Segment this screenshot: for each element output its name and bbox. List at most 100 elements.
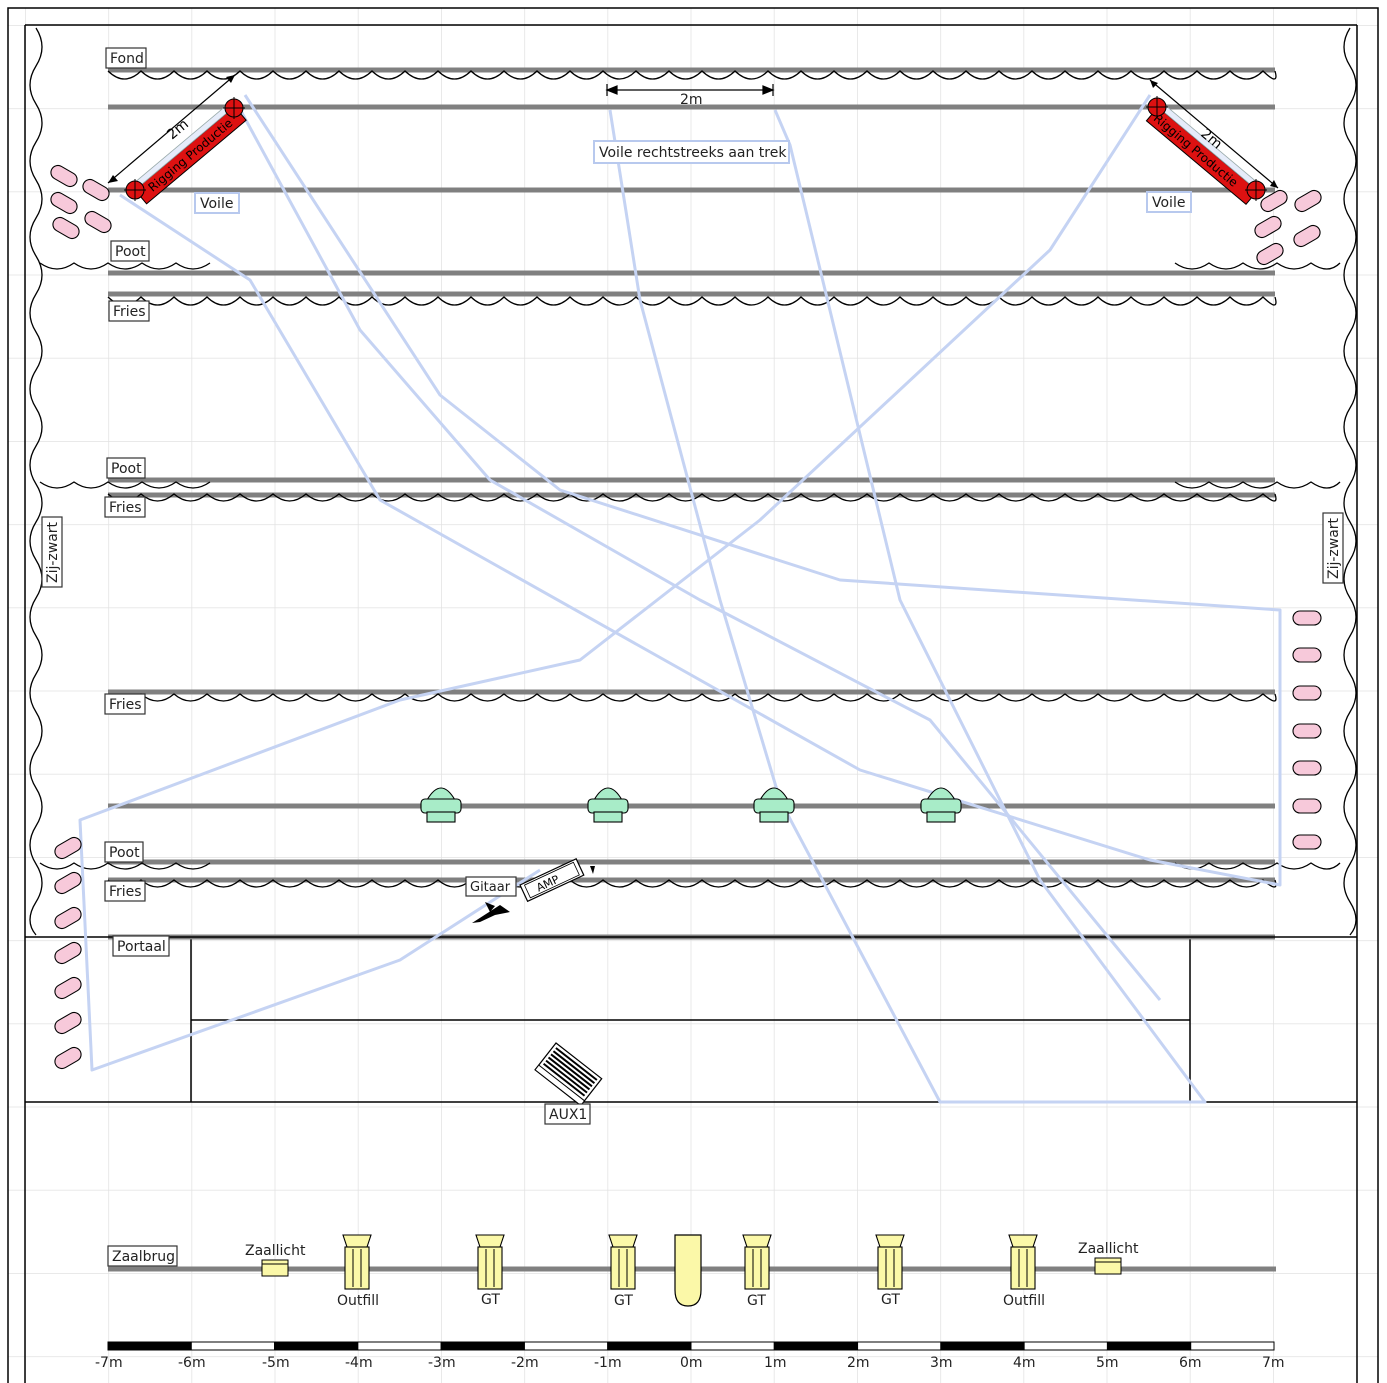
label-gt-2: GT bbox=[614, 1293, 633, 1309]
label-fries-4: Fries bbox=[109, 884, 142, 900]
pink-fixture bbox=[54, 941, 82, 965]
scale-segment bbox=[523, 1341, 609, 1351]
label-gt-3: GT bbox=[747, 1293, 766, 1309]
pink-fixture bbox=[1292, 834, 1322, 850]
scale-tick: 7m bbox=[1262, 1355, 1285, 1371]
scale-segment bbox=[607, 1341, 692, 1351]
yellow-speaker-body bbox=[1010, 1246, 1036, 1290]
zij-zwart-left-label: Zij-zwart bbox=[45, 521, 61, 583]
yellow-speaker-body bbox=[744, 1246, 770, 1290]
voile-right: Voile bbox=[1152, 195, 1185, 211]
label-gitaar: Gitaar bbox=[470, 880, 511, 895]
voile-note: Voile rechtstreeks aan trek bbox=[599, 145, 787, 161]
label-outfill-left: Outfill bbox=[337, 1293, 379, 1309]
side-curtain-left bbox=[29, 27, 43, 936]
curtain-wave bbox=[107, 296, 1277, 306]
voile-note-box bbox=[593, 140, 790, 164]
yellow-speaker-body bbox=[477, 1246, 503, 1290]
scale-tick: 3m bbox=[930, 1355, 953, 1371]
scale-segment bbox=[107, 1341, 192, 1351]
green-fixture bbox=[753, 787, 795, 823]
green-fixture-base bbox=[593, 811, 623, 823]
scale-tick: -6m bbox=[178, 1355, 206, 1371]
scale-segment bbox=[1023, 1341, 1108, 1351]
scale-tick: -2m bbox=[511, 1355, 539, 1371]
pink-fixture bbox=[1292, 685, 1322, 701]
yellow-speaker-top bbox=[1008, 1234, 1038, 1248]
scale-tick: 2m bbox=[847, 1355, 870, 1371]
pink-fixture bbox=[82, 178, 110, 202]
label-zaallicht-left: Zaallicht bbox=[245, 1243, 306, 1259]
dimension-top bbox=[605, 84, 775, 96]
label-poot-3: Poot bbox=[109, 845, 140, 861]
poot-wave bbox=[1174, 481, 1341, 489]
scale-segment bbox=[1190, 1341, 1275, 1351]
label-fond: Fond bbox=[110, 51, 144, 67]
green-fixture-base bbox=[759, 811, 789, 823]
voile-left-box bbox=[194, 192, 240, 214]
scale-tick: 0m bbox=[680, 1355, 703, 1371]
zij-zwart-right: Zij-zwart bbox=[1322, 512, 1344, 584]
dimension-label-top: 2m bbox=[680, 92, 703, 108]
pink-fixture bbox=[54, 1046, 82, 1070]
green-fixture-base bbox=[426, 811, 456, 823]
pink-fixture bbox=[54, 1011, 82, 1035]
yellow-speaker-body bbox=[344, 1246, 370, 1290]
label-gt-1: GT bbox=[481, 1292, 500, 1308]
label-poot-1: Poot bbox=[115, 244, 146, 260]
green-fixture bbox=[920, 787, 962, 823]
scale-tick: -5m bbox=[262, 1355, 290, 1371]
label-zaalbrug: Zaalbrug bbox=[112, 1249, 175, 1265]
green-fixtures bbox=[420, 787, 962, 823]
curtain-wave bbox=[107, 693, 1277, 702]
poot-wave bbox=[39, 481, 211, 489]
yellow-speaker-top bbox=[342, 1234, 372, 1248]
scale-tick: 6m bbox=[1179, 1355, 1202, 1371]
label-aux1: AUX1 bbox=[549, 1107, 587, 1123]
yellow-speaker-top bbox=[608, 1234, 638, 1248]
zaallicht-right: Zaallicht bbox=[1078, 1241, 1139, 1275]
yellow-speaker bbox=[1008, 1234, 1038, 1290]
pink-fixture bbox=[1292, 760, 1322, 776]
green-fixture-body bbox=[420, 798, 462, 814]
scale-segment bbox=[357, 1341, 442, 1351]
yellow-speaker-top bbox=[875, 1234, 905, 1248]
scale-bar bbox=[107, 1341, 1275, 1351]
scale-segment bbox=[274, 1341, 359, 1351]
pink-fixtures bbox=[50, 164, 1322, 1070]
center-speaker bbox=[674, 1234, 702, 1307]
zij-zwart-right-label: Zij-zwart bbox=[1326, 517, 1342, 579]
pink-fixture bbox=[84, 210, 112, 234]
pink-fixture bbox=[1292, 610, 1322, 626]
curtain-wave bbox=[107, 493, 1277, 502]
zaallicht-left: Zaallicht bbox=[245, 1243, 306, 1277]
scale-segment bbox=[857, 1341, 942, 1351]
pink-fixture bbox=[1294, 189, 1322, 213]
scale-tick: 4m bbox=[1013, 1355, 1036, 1371]
pink-fixture bbox=[1293, 224, 1321, 248]
label-portaal: Portaal bbox=[117, 939, 166, 955]
pink-fixture bbox=[1260, 189, 1288, 213]
label-fries-2: Fries bbox=[109, 500, 142, 516]
pink-fixture bbox=[54, 871, 82, 895]
pink-fixture bbox=[1292, 723, 1322, 739]
gitaar-amp: Gitaar AMP bbox=[465, 858, 595, 923]
aux1: AUX1 bbox=[534, 1042, 603, 1125]
green-fixture bbox=[587, 787, 629, 823]
scale-segment bbox=[190, 1341, 276, 1351]
pink-fixture bbox=[54, 976, 82, 1000]
scale-segment bbox=[690, 1341, 775, 1351]
scale-segment bbox=[440, 1341, 525, 1351]
label-poot-2: Poot bbox=[111, 461, 142, 477]
pink-fixture bbox=[1292, 798, 1322, 814]
scale-segment bbox=[1106, 1341, 1192, 1351]
poot-wave bbox=[39, 862, 211, 870]
yellow-speaker bbox=[742, 1234, 772, 1290]
scale-labels: -7m -6m -5m -4m -3m -2m -1m 0m 1m 2m 3m … bbox=[95, 1355, 1285, 1371]
scale-tick: 1m bbox=[764, 1355, 787, 1371]
label-zaallicht-right: Zaallicht bbox=[1078, 1241, 1139, 1257]
label-fries-3: Fries bbox=[109, 697, 142, 713]
curtain-wave bbox=[107, 879, 1277, 888]
yellow-speaker-body bbox=[610, 1246, 636, 1290]
yellow-fixtures bbox=[342, 1234, 1038, 1290]
